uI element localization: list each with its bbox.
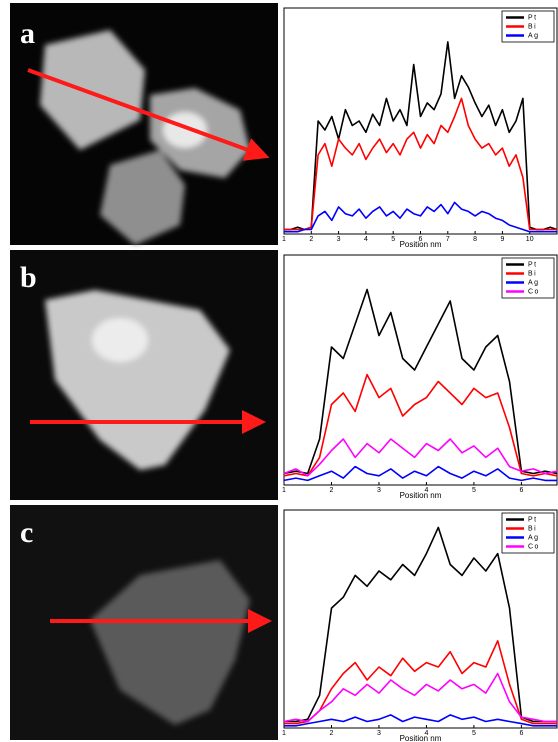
series-line xyxy=(284,41,558,231)
series-line xyxy=(283,672,557,723)
x-tick-label: 2 xyxy=(309,236,313,243)
legend-label: Pt xyxy=(528,516,538,523)
series-line xyxy=(284,97,557,231)
x-tick-label: 7 xyxy=(446,236,450,243)
legend-label: Pt xyxy=(528,261,538,268)
x-tick-label: 8 xyxy=(473,236,477,243)
legend-label: Bi xyxy=(528,270,537,277)
x-axis-label: Position nm xyxy=(400,240,442,249)
series-line xyxy=(283,288,558,475)
x-tick-label: 5 xyxy=(391,236,395,243)
x-tick-label: 4 xyxy=(424,487,428,494)
series-line xyxy=(283,373,558,477)
legend-label: Bi xyxy=(528,23,537,30)
series-line xyxy=(283,438,558,477)
x-tick-label: 9 xyxy=(500,236,504,243)
legend-label: Bi xyxy=(528,525,537,532)
image-b: b xyxy=(10,250,278,500)
x-tick-label: 5 xyxy=(472,730,476,737)
x-tick-label: 1 xyxy=(282,236,286,243)
legend-label: Ag xyxy=(528,534,540,541)
x-tick-label: 2 xyxy=(330,487,334,494)
x-tick-label: 6 xyxy=(519,487,523,494)
series-line xyxy=(284,526,557,723)
x-tick-label: 5 xyxy=(472,487,476,494)
x-tick-label: 4 xyxy=(364,236,368,243)
panel-label: c xyxy=(20,516,33,549)
x-axis-label: Position nm xyxy=(400,734,442,742)
x-tick-label: 1 xyxy=(282,487,286,494)
x-tick-label: 1 xyxy=(282,730,286,737)
x-tick-label: 6 xyxy=(419,236,423,243)
legend-label: Co xyxy=(528,543,540,550)
legend-label: Ag xyxy=(528,279,540,286)
image-c: c xyxy=(10,505,278,740)
x-tick-label: 4 xyxy=(424,730,428,737)
series-line xyxy=(283,465,557,482)
series-line xyxy=(284,640,557,725)
legend-label: Ag xyxy=(528,32,540,39)
x-tick-label: 10 xyxy=(526,236,534,243)
x-axis-label: Position nm xyxy=(400,491,442,500)
series-line xyxy=(284,201,557,233)
x-tick-label: 6 xyxy=(519,730,523,737)
image-a: a xyxy=(10,3,278,245)
x-tick-label: 3 xyxy=(377,487,381,494)
panel-label: a xyxy=(20,17,35,50)
x-tick-label: 2 xyxy=(330,730,334,737)
x-tick-label: 3 xyxy=(377,730,381,737)
series-line xyxy=(284,714,557,727)
x-tick-label: 3 xyxy=(337,236,341,243)
legend-label: Pt xyxy=(528,14,538,21)
legend-label: Co xyxy=(528,288,540,295)
panel-label: b xyxy=(20,261,37,294)
